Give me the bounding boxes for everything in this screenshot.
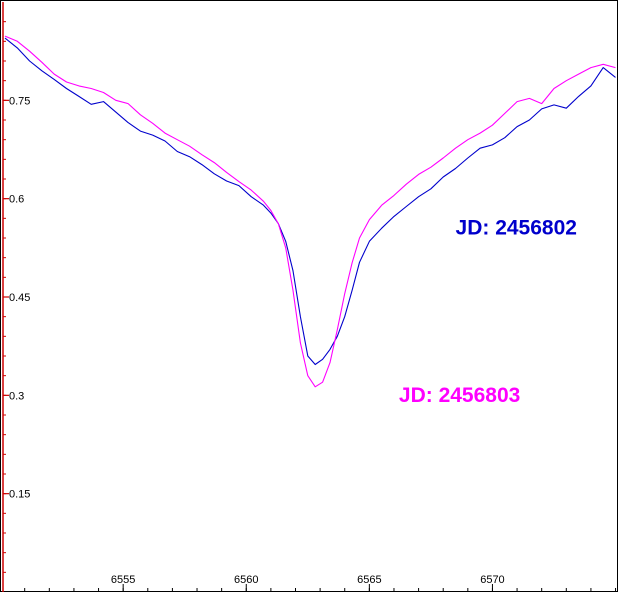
series-layer <box>4 35 616 388</box>
x-tick-label: 6560 <box>234 574 258 586</box>
x-tick-label: 6570 <box>480 574 504 586</box>
x-tick-label: 6555 <box>111 574 135 586</box>
y-axis: 0.15 0.3 0.45 0.6 0.75 <box>2 2 30 592</box>
y-tick-label: 0.6 <box>9 194 24 206</box>
annotation-layer: JD: 2456802 JD: 2456803 <box>399 217 577 407</box>
y-tick-label: 0.75 <box>9 95 30 107</box>
series-annotation-2: JD: 2456803 <box>399 384 520 407</box>
series-annotation-1: JD: 2456802 <box>456 217 577 240</box>
y-tick-label: 0.45 <box>9 292 30 304</box>
x-tick-label: 6565 <box>357 574 381 586</box>
x-axis: 6555 6560 6565 6570 <box>24 574 617 592</box>
series-line-2 <box>4 35 616 388</box>
series-line-1 <box>4 37 616 366</box>
y-tick-label: 0.3 <box>9 390 24 402</box>
y-tick-label: 0.15 <box>9 489 30 501</box>
